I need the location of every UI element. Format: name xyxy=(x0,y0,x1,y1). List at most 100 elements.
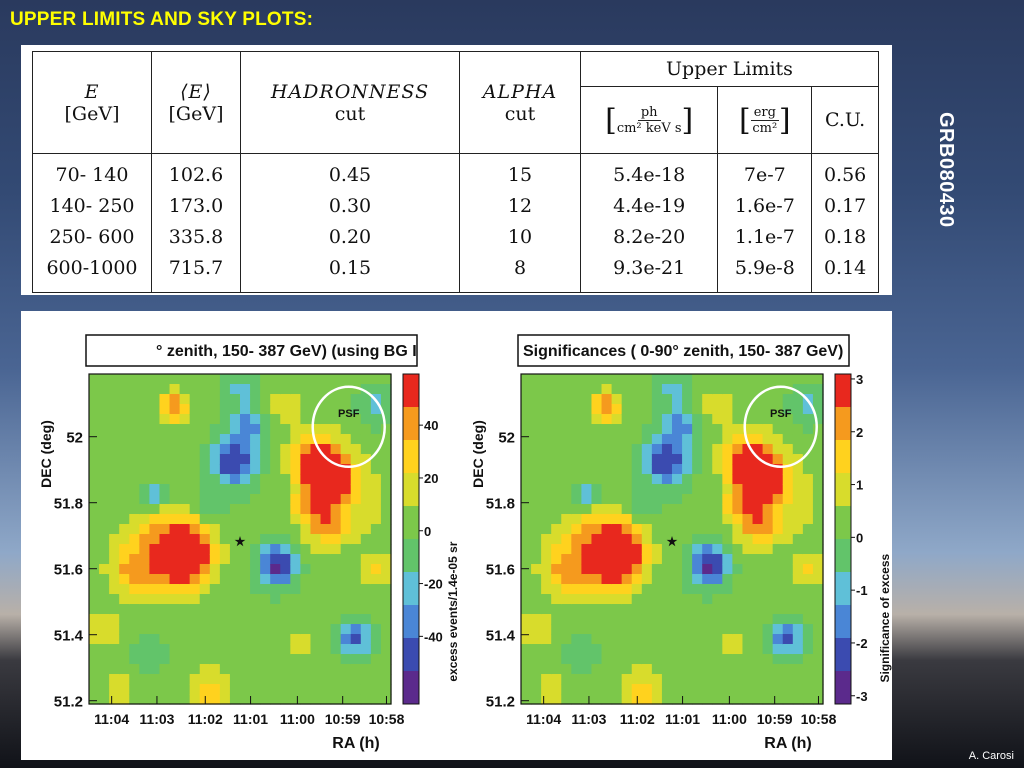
flux-unit-denominator: cm² keV s xyxy=(616,120,682,136)
table-cell-cu: 0.14 xyxy=(811,253,879,293)
header-energy-symbol: E xyxy=(84,80,100,103)
left-title-box xyxy=(85,334,418,367)
author-credit: A. Carosi xyxy=(968,750,1014,762)
grb-label: GRB080430 xyxy=(935,112,957,228)
right-xtick-label: 11:01 xyxy=(665,711,700,727)
table-cell-energy: 1.1e-7 xyxy=(717,222,813,253)
right-colorbar-tick: -1 xyxy=(856,583,868,598)
table-cell-alpha: 10 xyxy=(459,222,581,253)
left-ytick-label: 52 xyxy=(66,430,83,447)
right-heatmap xyxy=(521,374,824,705)
right-ytick-label: 51.6 xyxy=(486,562,515,579)
table-cell-had: 0.15 xyxy=(240,253,460,293)
header-mean-energy-symbol: ⟨E⟩ xyxy=(180,80,212,103)
flux-unit-numerator: ph xyxy=(637,105,661,121)
header-upper-limits: Upper Limits xyxy=(580,51,879,87)
right-colorbar-tick: -2 xyxy=(856,636,868,651)
left-xtick-label: 11:00 xyxy=(280,711,315,727)
left-xtick-label: 11:02 xyxy=(188,711,223,727)
table-cell-flux: 9.3e-21 xyxy=(579,253,719,293)
left-y-axis-label: DEC (deg) xyxy=(38,420,54,488)
header-energy: E [GeV] xyxy=(32,51,152,154)
table-cell-had: 0.30 xyxy=(240,191,460,222)
sky-plots-panel: ° zenith, 150- 387 GeV) (using BG I 52 51.… xyxy=(21,311,892,760)
left-xtick-label: 10:59 xyxy=(325,711,361,727)
header-alpha-sub: cut xyxy=(504,102,536,125)
right-xtick-label: 11:02 xyxy=(620,711,655,727)
table-cell-alpha: 15 xyxy=(459,153,581,191)
left-plot-frame xyxy=(88,373,392,705)
left-ytick-label: 51.2 xyxy=(54,694,83,711)
slide-title: UPPER LIMITS AND SKY PLOTS: xyxy=(10,9,314,30)
table-cell-flux: 8.2e-20 xyxy=(579,222,719,253)
left-heatmap xyxy=(89,374,392,705)
left-xtick-label: 11:04 xyxy=(94,711,129,727)
table-cell-mean_e: 715.7 xyxy=(151,253,241,293)
table-row: 70- 140 102.6 0.45 15 5.4e-18 7e-7 0.56 xyxy=(32,153,879,191)
right-plot-title: Significances ( 0-90° zenith, 150- 387 G… xyxy=(523,343,843,360)
table-cell-alpha: 8 xyxy=(459,253,581,293)
right-source-star-icon: ★ xyxy=(667,535,678,549)
table-cell-e: 140- 250 xyxy=(32,191,152,222)
right-xtick-label: 10:58 xyxy=(801,711,837,727)
right-title-box xyxy=(517,334,850,367)
right-ytick-label: 52 xyxy=(498,430,515,447)
table-cell-e: 600-1000 xyxy=(32,253,152,293)
table-cell-cu: 0.17 xyxy=(811,191,879,222)
table-cell-energy: 7e-7 xyxy=(717,153,813,191)
sky-plots-figure: ° zenith, 150- 387 GeV) (using BG I 52 51.… xyxy=(38,334,892,752)
left-ytick-label: 51.6 xyxy=(54,562,83,579)
right-plot-frame xyxy=(520,373,824,705)
right-colorbar-tick: 2 xyxy=(856,425,863,440)
header-hadronness-sub: cut xyxy=(334,102,366,125)
table-cell-energy: 5.9e-8 xyxy=(717,253,813,293)
table-cell-mean_e: 173.0 xyxy=(151,191,241,222)
header-flux-unit: [ph cm² keV s] xyxy=(579,86,719,154)
header-mean-energy-unit: [GeV] xyxy=(168,102,224,125)
left-colorbar xyxy=(402,373,423,705)
table-cell-flux: 5.4e-18 xyxy=(579,153,719,191)
table-cell-mean_e: 102.6 xyxy=(151,153,241,191)
header-crab-units: C.U. xyxy=(811,86,879,154)
right-colorbar-tick: 3 xyxy=(856,372,863,387)
header-mean-energy: ⟨E⟩ [GeV] xyxy=(151,51,241,154)
right-ytick-label: 51.2 xyxy=(486,694,515,711)
table-cell-cu: 0.18 xyxy=(811,222,879,253)
table-cell-e: 250- 600 xyxy=(32,222,152,253)
table-body: 70- 140 102.6 0.45 15 5.4e-18 7e-7 0.56 140- 25… xyxy=(32,153,879,293)
left-ytick-label: 51.4 xyxy=(54,628,84,645)
right-colorbar-label: Significance of excess xyxy=(878,554,892,683)
energy-unit-numerator: erg xyxy=(750,105,779,121)
table-row: 250- 600 335.8 0.20 10 8.2e-20 1.1e-7 0.18 xyxy=(32,222,879,253)
right-psf-label: PSF xyxy=(770,408,792,420)
left-xtick-label: 11:03 xyxy=(139,711,174,727)
right-xtick-label: 11:00 xyxy=(712,711,747,727)
left-x-axis-label: RA (h) xyxy=(332,735,379,752)
left-colorbar-tick: 0 xyxy=(424,524,431,539)
right-xtick-label: 11:03 xyxy=(571,711,606,727)
right-sky-map xyxy=(517,334,855,705)
right-xtick-label: 10:59 xyxy=(757,711,793,727)
header-alpha: ALPHA cut xyxy=(459,51,581,154)
left-psf-circle xyxy=(311,385,386,469)
left-psf-label: PSF xyxy=(338,408,360,420)
table-cell-had: 0.45 xyxy=(240,153,460,191)
right-ytick-label: 51.4 xyxy=(486,628,516,645)
header-hadronness: HADRONNESS cut xyxy=(240,51,460,154)
header-energy-unit: [GeV] xyxy=(64,102,120,125)
left-sky-map xyxy=(85,334,423,705)
table-cell-cu: 0.56 xyxy=(811,153,879,191)
right-x-axis-label: RA (h) xyxy=(764,735,811,752)
upper-limits-table: E [GeV] ⟨E⟩ [GeV] HADRONNESS cut ALPHA c… xyxy=(32,51,879,293)
table-cell-flux: 4.4e-19 xyxy=(579,191,719,222)
table-row: 600-1000 715.7 0.15 8 9.3e-21 5.9e-8 0.14 xyxy=(32,253,879,293)
right-y-axis-label: DEC (deg) xyxy=(470,420,486,488)
left-colorbar-tick: -40 xyxy=(424,629,443,644)
right-xtick-label: 11:04 xyxy=(526,711,561,727)
right-colorbar-tick: 0 xyxy=(856,530,863,545)
left-plot-title: ° zenith, 150- 387 GeV) (using BG I xyxy=(156,343,417,360)
left-ytick-label: 51.8 xyxy=(54,496,83,513)
left-xtick-label: 11:01 xyxy=(233,711,268,727)
upper-limits-table-panel: E [GeV] ⟨E⟩ [GeV] HADRONNESS cut ALPHA c… xyxy=(21,45,892,295)
right-ytick-label: 51.8 xyxy=(486,496,515,513)
